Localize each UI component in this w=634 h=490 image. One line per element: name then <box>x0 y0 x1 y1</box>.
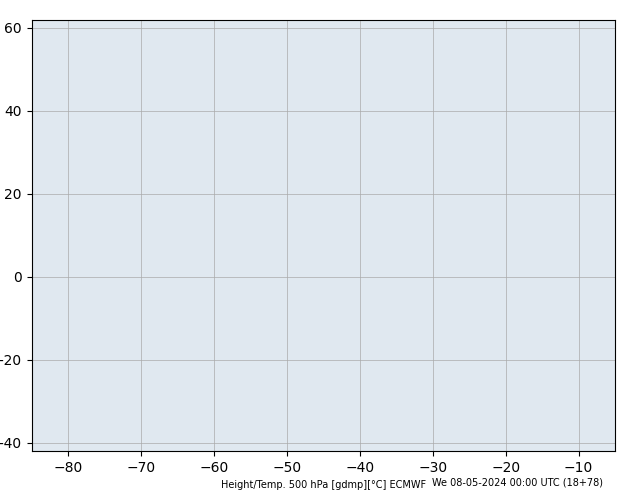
Text: We 08-05-2024 00:00 UTC (18+78): We 08-05-2024 00:00 UTC (18+78) <box>432 477 604 487</box>
X-axis label: Height/Temp. 500 hPa [gdmp][°C] ECMWF: Height/Temp. 500 hPa [gdmp][°C] ECMWF <box>221 480 426 490</box>
